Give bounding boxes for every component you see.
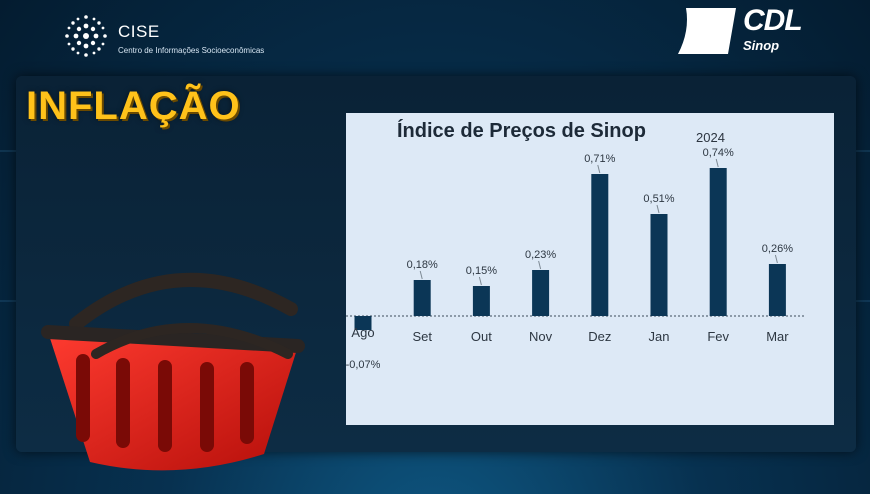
category-label: Set <box>412 329 432 344</box>
category-label: Jan <box>649 329 670 344</box>
value-label: 0,71% <box>584 153 615 165</box>
bar-mar <box>768 264 786 316</box>
cdl-logo-icon <box>678 8 736 54</box>
value-label: 0,15% <box>466 265 497 277</box>
cise-name: CISE <box>118 22 160 41</box>
cdl-name: CDL <box>743 4 803 37</box>
value-label: 0,18% <box>407 259 438 271</box>
value-label: 0,51% <box>643 193 674 205</box>
category-label: Ago <box>351 325 374 340</box>
bar-nov <box>532 270 550 316</box>
value-label: 0,26% <box>762 243 793 255</box>
category-label: Fev <box>707 329 729 344</box>
value-leader-line <box>538 260 542 270</box>
cdl-city: Sinop <box>743 38 780 53</box>
value-leader-line <box>656 204 660 214</box>
bar-set <box>413 280 431 316</box>
cise-subtitle: Centro de Informações Socioeconômicas <box>118 46 265 55</box>
chart-title: Índice de Preços de Sinop <box>397 120 646 142</box>
bar-chart: Ago -0,07% Set 0,18% Out 0,15% Nov 0,23% Dez 0,71… <box>346 147 806 371</box>
bar-dez <box>591 174 609 316</box>
bar-ago <box>354 316 372 330</box>
header: CISE Centro de Informações Socioeconômic… <box>0 0 870 70</box>
value-label: -0,07% <box>346 359 381 371</box>
value-leader-line <box>597 164 601 174</box>
value-leader-line <box>478 276 482 286</box>
chart-year-label: 2024 <box>696 130 725 145</box>
value-label: 0,23% <box>525 249 556 261</box>
banner-title: INFLAÇÃO <box>26 84 241 128</box>
value-leader-line <box>419 270 423 280</box>
cise-logo-icon <box>65 15 107 57</box>
category-label: Out <box>471 329 492 344</box>
bar-jan <box>650 214 668 316</box>
value-leader-line <box>715 158 719 168</box>
category-label: Dez <box>588 329 611 344</box>
bar-out <box>472 286 490 316</box>
chart-card: Ago -0,07% Set 0,18% Out 0,15% Nov 0,23% Dez 0,71… <box>346 113 834 425</box>
bar-fev <box>709 168 727 316</box>
category-label: Nov <box>529 329 553 344</box>
value-leader-line <box>774 254 778 264</box>
value-label: 0,74% <box>703 147 734 159</box>
category-label: Mar <box>766 329 789 344</box>
shopping-basket-icon <box>41 272 305 471</box>
